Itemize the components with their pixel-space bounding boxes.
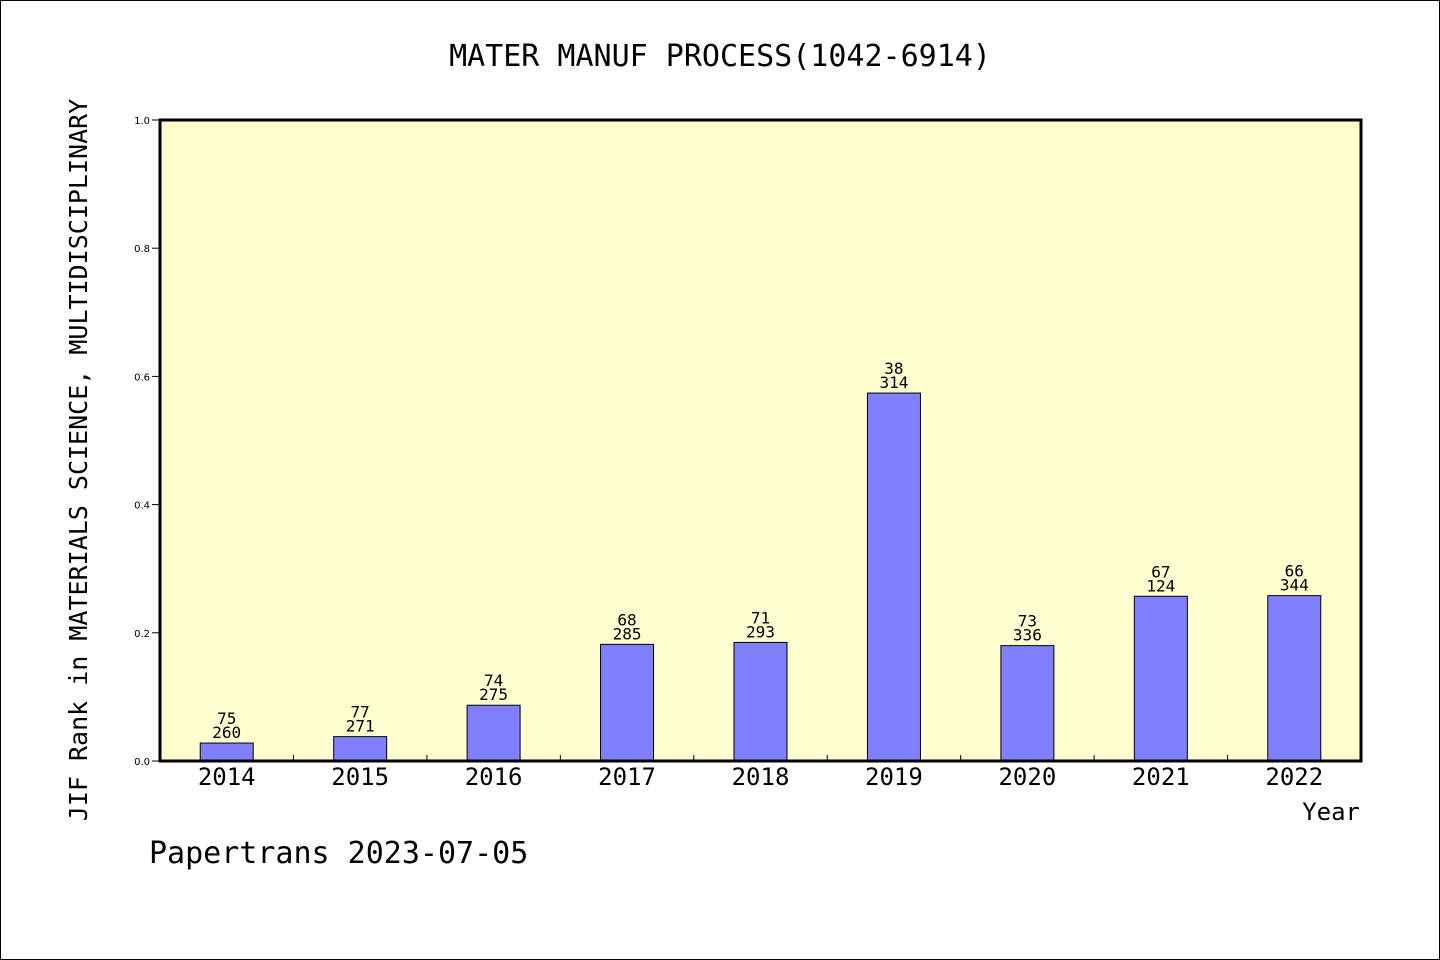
y-tick-label: 0.2: [134, 629, 150, 640]
y-axis-label: JIF Rank in MATERIALS SCIENCE, MULTIDISC…: [64, 99, 93, 821]
bar-label-rank: 77: [351, 703, 370, 722]
x-tick-label: 2020: [998, 763, 1056, 791]
x-axis-label: Year: [1302, 798, 1360, 826]
bar-2021: [1133, 595, 1188, 762]
x-axis-ticks: 2014 2015 2016 2017 2018 2019 2020 2021 2022: [198, 755, 1323, 791]
bar-label-total: 260: [212, 723, 241, 742]
x-tick-label: 2021: [1132, 763, 1190, 791]
bar-2014: [199, 742, 254, 762]
y-tick-label: 0.6: [134, 372, 150, 383]
bar-label-rank: 75: [217, 709, 236, 728]
bar-label-rank: 74: [484, 671, 503, 690]
bar-2015: [333, 736, 388, 762]
bar-label-rank: 66: [1285, 562, 1304, 581]
x-tick-label: 2015: [331, 763, 389, 791]
bar-label-total: 275: [479, 685, 508, 704]
y-tick-label: 0.4: [134, 501, 150, 512]
bar-label-total: 314: [879, 373, 908, 392]
bar-label-total: 336: [1013, 626, 1042, 645]
bars-group: [199, 392, 1322, 762]
y-tick-label: 0.8: [134, 244, 150, 255]
plot-border: [158, 118, 1363, 763]
bar-2017: [600, 643, 655, 762]
bar-2019: [866, 392, 921, 762]
x-tick-label: 2017: [598, 763, 656, 791]
bar-label-total: 285: [613, 624, 642, 643]
bar-label-total: 124: [1146, 576, 1175, 595]
x-tick-label: 2018: [732, 763, 790, 791]
y-axis-ticks: 0.0 0.2 0.4 0.6 0.8 1.0: [134, 116, 160, 768]
bar-label-rank: 67: [1151, 562, 1170, 581]
y-tick-label: 1.0: [134, 116, 150, 127]
bar-label-total: 271: [346, 717, 375, 736]
x-tick-label: 2022: [1265, 763, 1323, 791]
footer-watermark: Papertrans 2023-07-05: [149, 836, 528, 871]
chart-title: MATER MANUF PROCESS(1042-6914): [449, 39, 991, 74]
bar-2020: [1000, 645, 1055, 762]
bar-2018: [733, 641, 788, 762]
bar-label-total: 293: [746, 622, 775, 641]
bar-label-rank: 38: [884, 359, 903, 378]
bar-2022: [1267, 595, 1322, 762]
x-tick-label: 2014: [198, 763, 256, 791]
bar-label-rank: 73: [1018, 612, 1037, 631]
bar-label-total: 344: [1280, 576, 1309, 595]
x-tick-label: 2016: [465, 763, 523, 791]
x-tick-label: 2019: [865, 763, 923, 791]
bar-label-rank: 68: [617, 610, 636, 629]
y-tick-label: 0.0: [134, 757, 150, 768]
bar-label-rank: 71: [751, 608, 770, 627]
bar-2016: [466, 704, 521, 762]
